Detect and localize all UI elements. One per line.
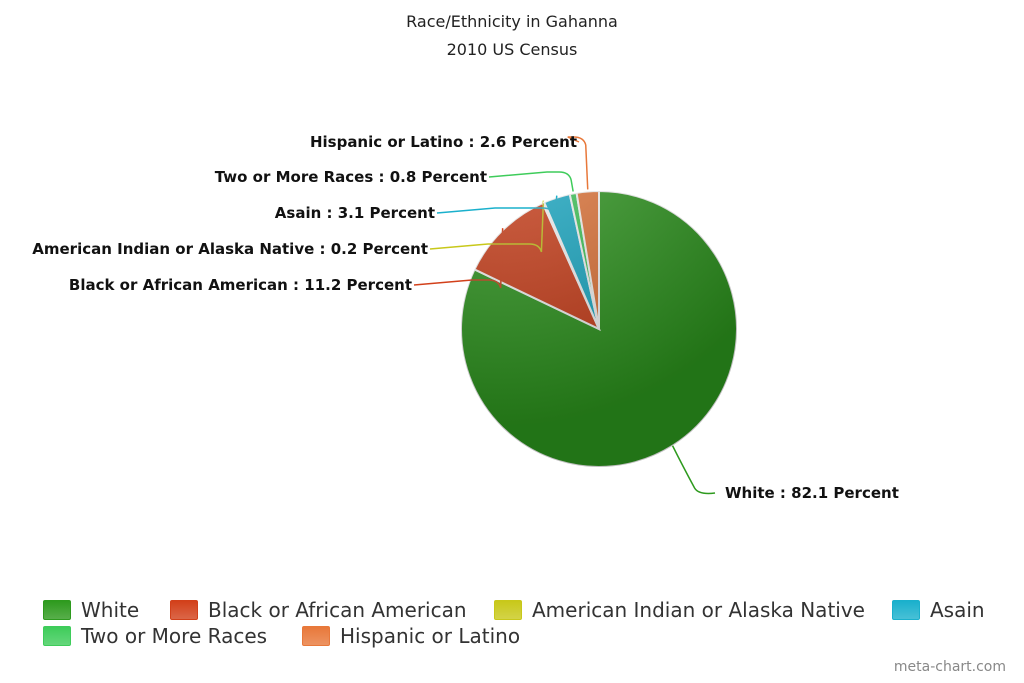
connector-line-0: [671, 445, 716, 495]
legend-label: Two or More Races: [81, 624, 268, 648]
data-label-5: Hispanic or Latino : 2.6 Percent: [310, 133, 577, 151]
data-label-3: Asain : 3.1 Percent: [275, 204, 435, 222]
data-label-2: American Indian or Alaska Native : 0.2 P…: [32, 240, 428, 258]
chart-subtitle: 2010 US Census: [446, 40, 578, 59]
data-label-0: White : 82.1 Percent: [725, 484, 899, 502]
legend-item-4[interactable]: Two or More Races: [43, 624, 267, 648]
legend-swatch: [302, 626, 330, 646]
data-label-1: Black or African American : 11.2 Percent: [69, 276, 412, 294]
watermark: meta-chart.com: [893, 659, 1006, 675]
legend-swatch: [170, 600, 198, 620]
legend-item-1[interactable]: Black or African American: [170, 598, 467, 622]
connector-line-4: [488, 171, 574, 192]
legend-swatch: [43, 600, 71, 620]
data-label-4: Two or More Races : 0.8 Percent: [215, 168, 487, 186]
legend-label: Black or African American: [208, 598, 467, 622]
legend-swatch: [494, 600, 522, 620]
legend-label: White: [81, 598, 140, 622]
legend-swatch: [892, 600, 920, 620]
legend-swatch: [43, 626, 71, 646]
legend-item-5[interactable]: Hispanic or Latino: [302, 624, 520, 648]
legend-label: American Indian or Alaska Native: [532, 598, 865, 622]
legend-label: Asain: [930, 598, 985, 622]
legend-item-3[interactable]: Asain: [892, 598, 985, 622]
legend-item-2[interactable]: American Indian or Alaska Native: [494, 598, 865, 622]
connector-line-5: [567, 136, 589, 190]
chart-title: Race/Ethnicity in Gahanna: [406, 12, 618, 31]
legend-label: Hispanic or Latino: [340, 624, 521, 648]
legend-item-0[interactable]: White: [43, 598, 139, 622]
